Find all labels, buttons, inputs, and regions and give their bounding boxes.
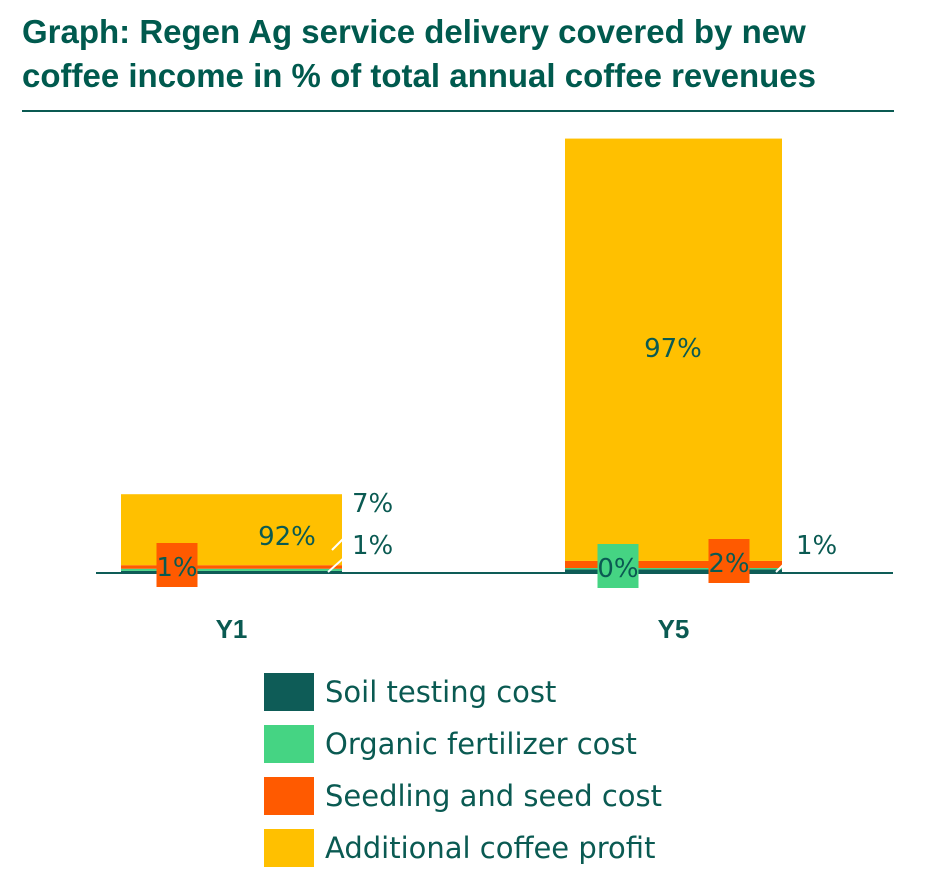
bar-y5-additional-coffee-profit [565,138,782,561]
chart-title: Graph: Regen Ag service delivery covered… [22,13,817,94]
data-label-y1-organic-fertilizer-cost: 7% [352,489,393,519]
legend-label-organic-fertilizer-cost: Organic fertilizer cost [325,727,637,761]
data-label-y5-seedling-and-seed-cost: 2% [708,549,749,579]
leader-y1-soil-testing-cost [327,555,347,573]
data-label-y5-soil-testing-cost: 1% [796,531,837,561]
bar-y1-soil-testing-cost [121,570,342,573]
bar-y1-organic-fertilizer-cost [121,568,342,571]
bar-y5-seedling-and-seed-cost [565,560,782,569]
legend-item-organic-fertilizer-cost: Organic fertilizer cost [264,718,662,770]
stacked-bar-chart: Y1 Y5 92% 1% 7% 1% 97% 0% 2% 1% [96,138,893,644]
bar-y5-organic-fertilizer-cost [565,568,782,570]
legend-swatch-soil-testing-cost [264,673,314,711]
leader-y1-organic-fertilizer-cost [331,535,347,551]
legend-label-seedling-and-seed-cost: Seedling and seed cost [325,779,662,813]
data-label-y1-soil-testing-cost: 1% [352,531,393,561]
chart-legend: Soil testing cost Organic fertilizer cost… [264,666,662,874]
data-label-y5-organic-fertilizer-cost: 0% [597,554,638,584]
data-label-y1-seedling-and-seed-cost-bg [156,543,198,587]
data-label-y5-seedling-and-seed-cost-bg [708,539,750,583]
legend-swatch-additional-coffee-profit [264,829,314,867]
bar-y1-seedling-and-seed-cost [121,565,342,569]
legend-item-additional-coffee-profit: Additional coffee profit [264,822,662,874]
legend-label-soil-testing-cost: Soil testing cost [325,675,557,709]
legend-item-seedling-and-seed-cost: Seedling and seed cost [264,770,662,822]
x-tick-label-y5: Y5 [658,614,690,644]
x-tick-label-y1: Y1 [216,614,248,644]
legend-label-additional-coffee-profit: Additional coffee profit [325,831,656,865]
legend-swatch-seedling-and-seed-cost [264,777,314,815]
data-label-y5-organic-fertilizer-cost-bg [597,544,639,588]
leader-y5-soil-testing-cost [775,555,793,573]
data-label-y1-seedling-and-seed-cost: 1% [156,553,197,583]
legend-item-soil-testing-cost: Soil testing cost [264,666,662,718]
title-divider [22,110,894,112]
bar-y5-soil-testing-cost [565,569,782,573]
legend-swatch-organic-fertilizer-cost [264,725,314,763]
data-label-y1-additional-coffee-profit: 92% [258,522,316,552]
data-label-y5-additional-coffee-profit: 97% [644,334,702,364]
